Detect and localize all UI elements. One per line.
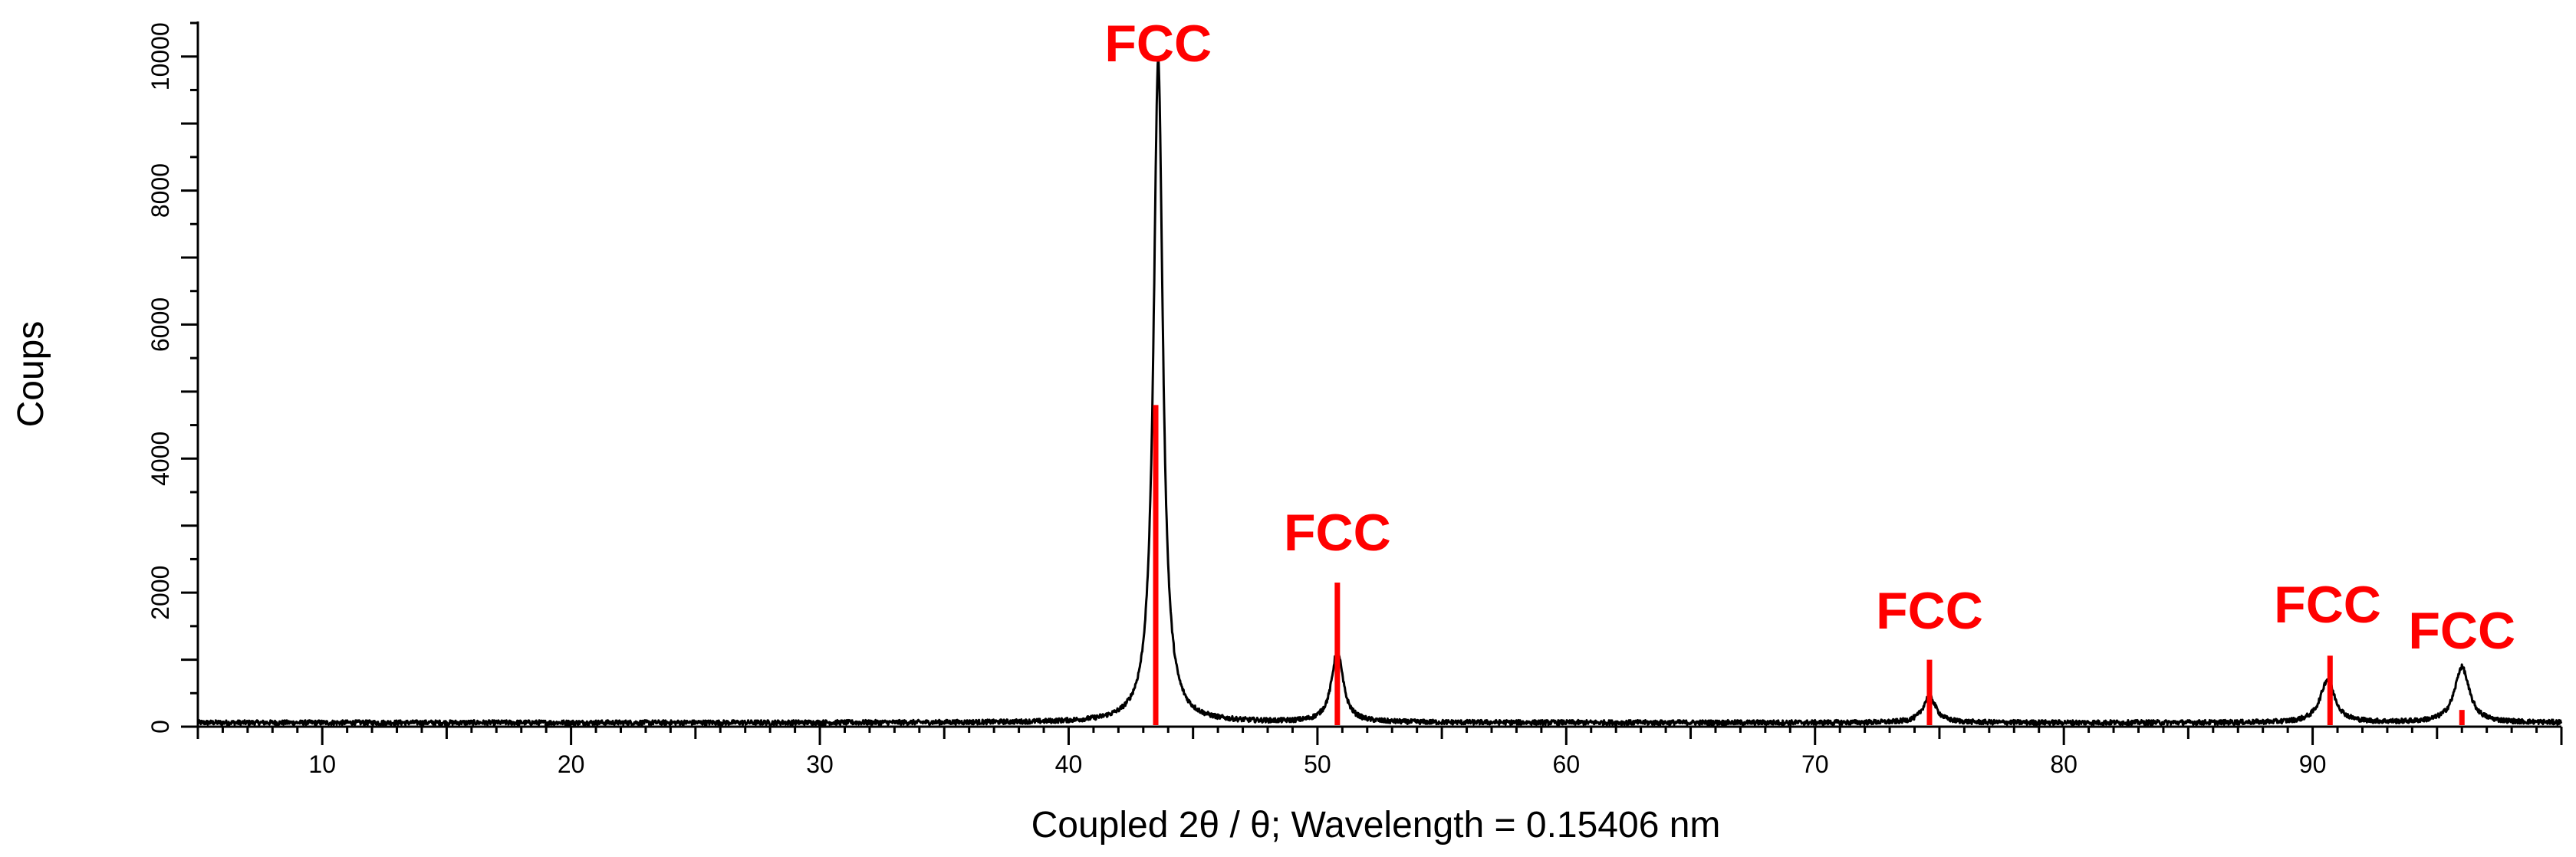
y-tick-label: 10000 — [146, 22, 174, 90]
peak-label-fcc: FCC — [2408, 602, 2515, 660]
y-tick-label: 8000 — [146, 163, 174, 218]
y-tick-label: 2000 — [146, 566, 174, 620]
peak-label-fcc: FCC — [1876, 582, 1983, 640]
axes: 10 20 30 40 50 60 70 80 90 0 2000 4000 6000 8000 10000 — [146, 21, 2563, 778]
series-layer — [196, 56, 2563, 727]
x-tick-label: 20 — [558, 750, 585, 778]
x-tick-label: 30 — [806, 750, 834, 778]
reference-lines — [1153, 405, 2465, 725]
annotations: FCC FCC FCC FCC FCC — [1104, 15, 2515, 660]
y-tick-label: 0 — [146, 720, 174, 734]
y-tick-label: 6000 — [146, 297, 174, 352]
y-tick-label: 4000 — [146, 432, 174, 486]
x-tick-label: 80 — [2050, 750, 2078, 778]
xrd-series-line — [196, 56, 2563, 727]
x-tick-label: 90 — [2299, 750, 2327, 778]
x-tick-label: 70 — [1801, 750, 1829, 778]
x-tick-label: 40 — [1055, 750, 1083, 778]
peak-label-fcc: FCC — [1104, 15, 1212, 73]
peak-label-fcc: FCC — [1284, 504, 1391, 562]
x-tick-label: 50 — [1304, 750, 1331, 778]
y-axis-title: Coups — [11, 321, 51, 428]
x-tick-label: 60 — [1553, 750, 1581, 778]
peak-label-fcc: FCC — [2274, 576, 2381, 634]
x-axis-title: Coupled 2θ / θ; Wavelength = 0.15406 nm — [1031, 805, 1721, 846]
x-tick-label: 10 — [308, 750, 336, 778]
